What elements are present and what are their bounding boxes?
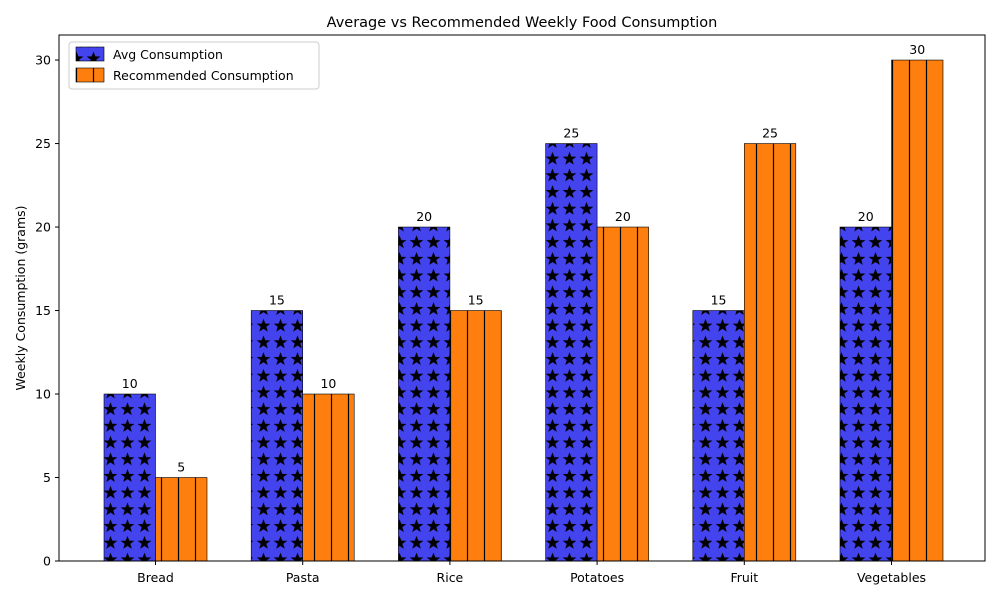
- bar-recommended-potatoes: [596, 226, 649, 562]
- data-label-recommended-vegetables: 30: [909, 42, 925, 57]
- y-axis: 0 5 10 15 20 25 30: [35, 53, 59, 569]
- data-label-avg-potatoes: 25: [563, 126, 579, 141]
- data-labels-layer: 10 5 15 10 20 15 25 20 15 25 20 30: [122, 42, 925, 474]
- bar-recommended-pasta: [302, 393, 355, 562]
- data-label-avg-pasta: 15: [269, 293, 285, 308]
- bar-avg-bread: [103, 393, 156, 562]
- plot-frame: [58, 34, 986, 562]
- data-label-recommended-rice: 15: [468, 293, 484, 308]
- bar-recommended-vegetables: [891, 59, 944, 562]
- y-tick-label: 20: [35, 220, 51, 235]
- legend-label-avg: Avg Consumption: [113, 47, 223, 62]
- x-axis: Bread Pasta Rice Potatoes Fruit Vegetables: [137, 561, 926, 585]
- bar-recommended-fruit: [743, 143, 797, 562]
- chart-title: Average vs Recommended Weekly Food Consu…: [327, 15, 718, 31]
- legend-swatch-recommended: [75, 67, 105, 83]
- bar-avg-potatoes: [545, 143, 598, 562]
- data-label-recommended-potatoes: 20: [615, 209, 631, 224]
- y-tick-label: 15: [35, 303, 51, 318]
- data-label-recommended-fruit: 25: [762, 126, 778, 141]
- data-label-avg-rice: 20: [416, 209, 432, 224]
- y-tick-label: 0: [43, 554, 51, 569]
- data-label-avg-vegetables: 20: [858, 209, 874, 224]
- bar-recommended-bread: [155, 477, 208, 562]
- bar-avg-pasta: [250, 310, 303, 562]
- bar-avg-fruit: [692, 310, 745, 562]
- data-label-recommended-bread: 5: [177, 460, 185, 475]
- data-label-avg-fruit: 15: [711, 293, 727, 308]
- bar-avg-rice: [398, 226, 451, 562]
- x-tick-label: Pasta: [286, 570, 320, 585]
- bar-recommended-rice: [449, 310, 502, 562]
- y-tick-label: 10: [35, 387, 51, 402]
- x-tick-label: Bread: [137, 570, 174, 585]
- legend: Avg Consumption Recommended Consumption: [68, 41, 320, 90]
- legend-frame: [68, 41, 320, 90]
- legend-label-recommended: Recommended Consumption: [113, 68, 294, 83]
- bar-avg-vegetables: [839, 226, 892, 562]
- x-tick-label: Rice: [437, 570, 464, 585]
- y-tick-label: 5: [43, 470, 51, 485]
- x-tick-label: Potatoes: [570, 570, 624, 585]
- legend-swatch-avg: [75, 46, 105, 62]
- bars-layer: [103, 59, 944, 562]
- data-label-avg-bread: 10: [122, 376, 138, 391]
- x-tick-label: Vegetables: [857, 570, 926, 585]
- data-label-recommended-pasta: 10: [320, 376, 336, 391]
- y-tick-label: 25: [35, 136, 51, 151]
- y-axis-label: Weekly Consumption (grams): [13, 205, 28, 390]
- x-tick-label: Fruit: [730, 570, 758, 585]
- y-tick-label: 30: [35, 53, 51, 68]
